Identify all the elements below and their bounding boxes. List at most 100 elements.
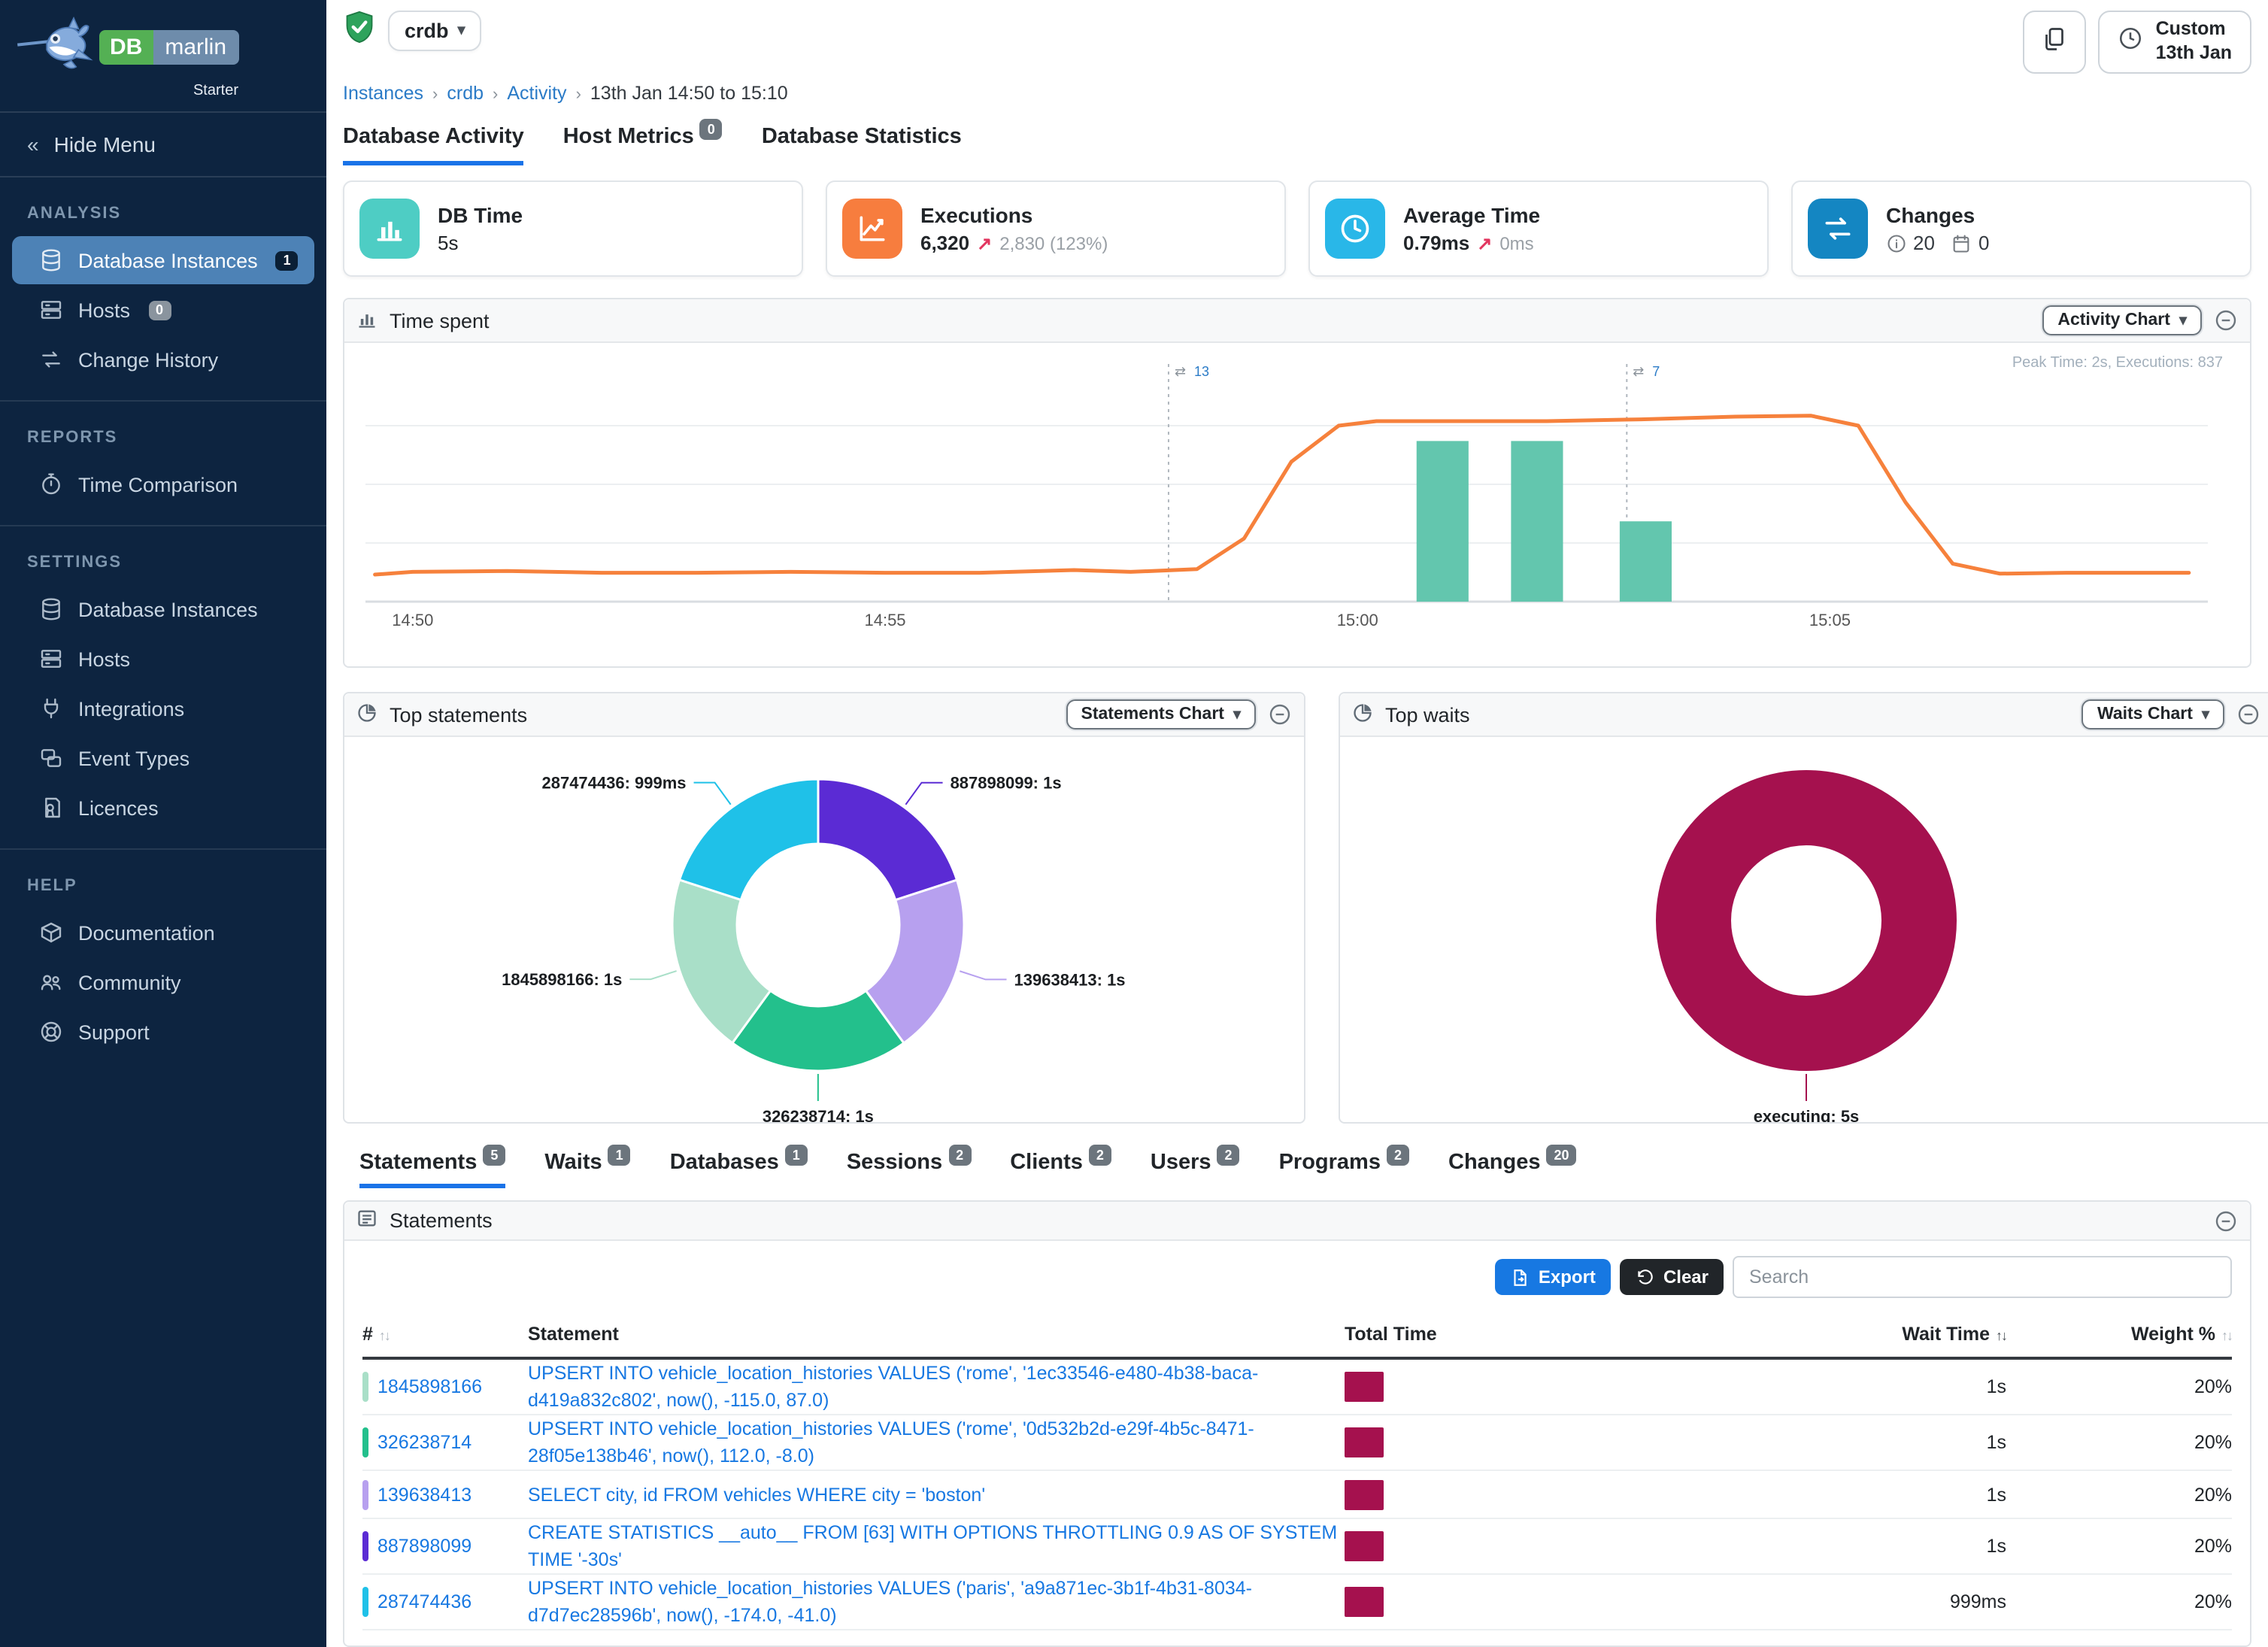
statement-id-link[interactable]: 139638413: [377, 1484, 472, 1505]
sidebar-item-hosts[interactable]: Hosts 0: [12, 286, 314, 334]
activity-chart-label: Activity Chart: [2057, 311, 2170, 329]
collapse-panel-icon[interactable]: [1268, 702, 1292, 726]
clear-button[interactable]: Clear: [1619, 1259, 1724, 1295]
statements-chart-label: Statements Chart: [1081, 705, 1224, 723]
sidebar-item-community[interactable]: Community: [12, 958, 314, 1006]
top-waits-donut[interactable]: executing: 5s: [1340, 737, 2268, 1126]
instance-selector[interactable]: crdb ▾: [388, 11, 482, 51]
weight-value: 20%: [2194, 1484, 2232, 1505]
collapse-panel-icon[interactable]: [2214, 1209, 2238, 1233]
sidebar-item-database-instances[interactable]: Database Instances: [12, 585, 314, 633]
collapse-panel-icon[interactable]: [2236, 702, 2260, 726]
statements-table-panel: Statements Export Clear #↑↓ Statement Tota…: [343, 1200, 2251, 1647]
x-tick-label: 15:00: [1337, 611, 1378, 629]
detail-tab-users[interactable]: Users 2: [1151, 1145, 1240, 1188]
statement-text-link[interactable]: UPSERT INTO vehicle_location_histories V…: [528, 1363, 1259, 1411]
top-waits-chart-body: executing: 5s: [1340, 737, 2268, 1126]
donut-slice-executing[interactable]: [1656, 770, 1957, 1071]
top-statements-donut[interactable]: 887898099: 1s 139638413: 1s 326238714: 1s 1…: [344, 737, 1292, 1126]
sidebar-item-database-instances[interactable]: Database Instances 1: [12, 236, 314, 284]
detail-tab-programs[interactable]: Programs 2: [1279, 1145, 1409, 1188]
statement-id-link[interactable]: 1845898166: [377, 1376, 483, 1397]
sort-icon[interactable]: ↑↓: [1996, 1327, 2008, 1342]
main-area: crdb ▾ Custom 13th Jan: [326, 0, 2268, 1647]
sidebar-sections: ANALYSIS Database Instances 1 Hosts 0 Change …: [0, 177, 326, 1072]
statement-text-link[interactable]: UPSERT INTO vehicle_location_histories V…: [528, 1418, 1254, 1467]
tab-host-metrics[interactable]: Host Metrics 0: [563, 119, 723, 165]
total-time-bar: [1345, 1479, 1384, 1509]
search-input[interactable]: [1733, 1256, 2232, 1298]
sidebar-item-licences[interactable]: Licences: [12, 784, 314, 832]
statement-id-link[interactable]: 287474436: [377, 1591, 472, 1612]
donut-slice-label: executing: 5s: [1754, 1107, 1860, 1122]
sidebar-item-event-types[interactable]: Event Types: [12, 734, 314, 782]
kpi-icon-wrap: [359, 199, 420, 259]
sidebar: DB marlin Starter « Hide Menu ANALYSIS Da…: [0, 0, 326, 1647]
hide-menu-button[interactable]: « Hide Menu: [0, 113, 326, 177]
statement-id-link[interactable]: 887898099: [377, 1536, 472, 1557]
statements-chart-select[interactable]: Statements Chart ▾: [1066, 699, 1256, 729]
table-row: 1845898166 UPSERT INTO vehicle_location_h…: [362, 1360, 2232, 1415]
clear-label: Clear: [1663, 1266, 1709, 1288]
main-tabs: Database Activity Host Metrics 0 Database S…: [326, 107, 2268, 165]
statement-color-chip: [362, 1587, 368, 1617]
breadcrumb-link-activity[interactable]: Activity: [507, 83, 567, 104]
executions-bar[interactable]: [1619, 521, 1672, 602]
donut-slice-139638413[interactable]: [864, 878, 966, 1045]
sidebar-item-badge: 0: [148, 300, 171, 320]
sidebar-item-support[interactable]: Support: [12, 1008, 314, 1056]
breadcrumb-link-instances[interactable]: Instances: [343, 83, 424, 104]
statement-text-link[interactable]: CREATE STATISTICS __auto__ FROM [63] WIT…: [528, 1522, 1338, 1570]
weight-value: 20%: [2194, 1536, 2232, 1557]
breadcrumb-link-crdb[interactable]: crdb: [447, 83, 484, 104]
top-statements-title: Top statements: [390, 703, 528, 726]
copy-link-button[interactable]: [2023, 11, 2087, 74]
detail-tab-changes[interactable]: Changes 20: [1448, 1145, 1577, 1188]
detail-tab-sessions[interactable]: Sessions 2: [847, 1145, 972, 1188]
tab-database-activity[interactable]: Database Activity: [343, 125, 524, 165]
sidebar-item-change-history[interactable]: Change History: [12, 335, 314, 384]
trend-up-icon: ↗: [977, 232, 993, 253]
detail-tab-badge: 20: [1546, 1145, 1577, 1166]
donut-label-leader: [959, 970, 1007, 981]
col-header-weight[interactable]: Weight % ↑↓: [2130, 1323, 2233, 1344]
kpi-card-db-time: DB Time 5s: [343, 180, 803, 277]
wait-time-value: 1s: [1986, 1432, 2006, 1453]
col-header-id[interactable]: # ↑↓: [362, 1323, 391, 1344]
sidebar-item-time-comparison[interactable]: Time Comparison: [12, 460, 314, 508]
sort-icon[interactable]: ↑↓: [2221, 1327, 2233, 1342]
statement-text-link[interactable]: UPSERT INTO vehicle_location_histories V…: [528, 1578, 1252, 1626]
executions-bar[interactable]: [1416, 441, 1469, 602]
detail-tab-waits[interactable]: Waits 1: [544, 1145, 631, 1188]
sidebar-item-label: Support: [78, 1021, 150, 1043]
change-marker-icon: ⇄: [1175, 364, 1186, 379]
donut-slice-287474436[interactable]: [678, 778, 820, 902]
detail-tab-clients[interactable]: Clients 2: [1010, 1145, 1111, 1188]
detail-tab-statements[interactable]: Statements 5: [359, 1145, 506, 1188]
statement-text-link[interactable]: SELECT city, id FROM vehicles WHERE city…: [528, 1484, 986, 1505]
donut-slice-1845898166[interactable]: [671, 878, 772, 1045]
col-header-total-time[interactable]: Total Time: [1345, 1323, 1437, 1344]
donut-slice-326238714[interactable]: [730, 989, 906, 1072]
waits-chart-label: Waits Chart: [2097, 705, 2193, 723]
wait-time-value: 999ms: [1949, 1591, 2006, 1612]
sidebar-item-hosts[interactable]: Hosts: [12, 635, 314, 683]
col-header-wait-time[interactable]: Wait Time ↑↓: [1902, 1323, 2008, 1344]
sidebar-item-integrations[interactable]: Integrations: [12, 684, 314, 733]
statement-id-link[interactable]: 326238714: [377, 1432, 472, 1453]
collapse-panel-icon[interactable]: [2214, 308, 2238, 332]
sidebar-item-documentation[interactable]: Documentation: [12, 908, 314, 957]
activity-chart-select[interactable]: Activity Chart ▾: [2042, 305, 2202, 335]
time-spent-chart[interactable]: 14:50 14:55 15:00 15:05 ⇄ 13 ⇄ 7: [350, 349, 2223, 659]
col-header-statement[interactable]: Statement: [528, 1323, 619, 1344]
detail-tab-databases[interactable]: Databases 1: [670, 1145, 808, 1188]
executions-bar[interactable]: [1511, 441, 1563, 602]
sort-icon[interactable]: ↑↓: [378, 1327, 391, 1342]
export-button[interactable]: Export: [1494, 1259, 1611, 1295]
db-time-line[interactable]: [373, 414, 2191, 577]
tab-database-statistics[interactable]: Database Statistics: [761, 125, 962, 149]
time-range-button[interactable]: Custom 13th Jan: [2098, 11, 2251, 74]
server-icon: [41, 301, 62, 319]
waits-chart-select[interactable]: Waits Chart ▾: [2082, 699, 2224, 729]
donut-slice-887898099[interactable]: [817, 778, 959, 902]
